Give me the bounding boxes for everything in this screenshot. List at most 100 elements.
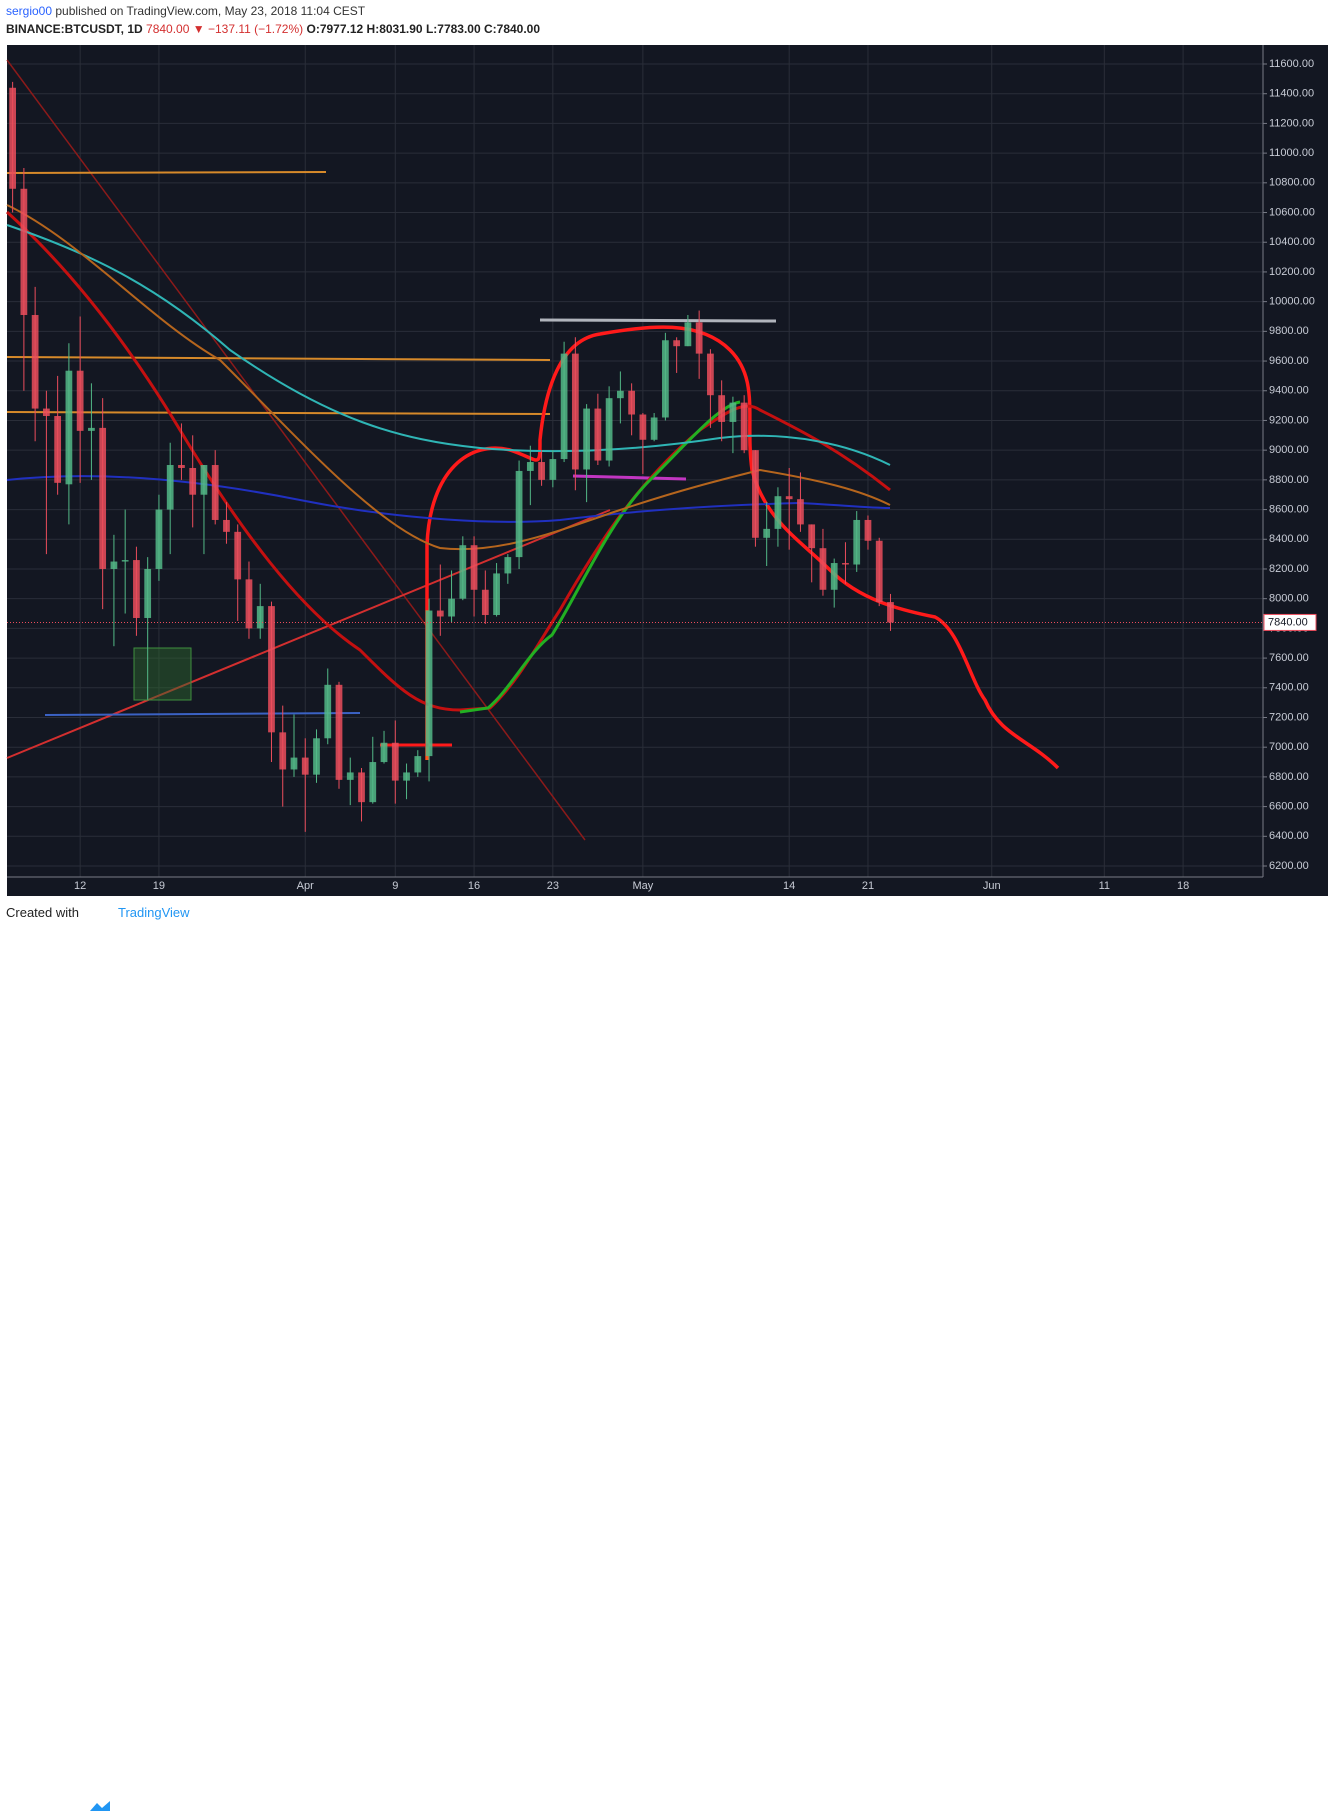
- candle-body: [436, 610, 444, 617]
- candle-body: [594, 408, 602, 461]
- level-line: [572, 474, 687, 481]
- x-tick-label: 19: [153, 880, 165, 892]
- y-tick-label: 9600.00: [1269, 355, 1309, 367]
- moving-average: [6, 224, 891, 466]
- moving-average: [459, 400, 741, 714]
- y-tick-label: 9200.00: [1269, 414, 1309, 426]
- candle-body: [268, 606, 275, 733]
- candle-body: [819, 548, 827, 590]
- author: sergio00: [6, 4, 53, 18]
- last-price-label: 7840.00: [1268, 616, 1308, 628]
- y-tick-label: 7000.00: [1269, 741, 1309, 753]
- x-tick-label: 18: [1177, 880, 1189, 892]
- x-tick-label: Jun: [983, 880, 1001, 892]
- change: ▼ −137.11 (−1.72%): [192, 22, 304, 36]
- y-tick-label: 10000.00: [1269, 296, 1315, 308]
- y-tick-label: 6800.00: [1269, 771, 1309, 783]
- axes: 6200.00 6400.00 6600.00 6800.00 7000.00 7200.…: [7, 45, 1317, 892]
- candle-body: [88, 427, 95, 431]
- candle-body: [121, 560, 129, 562]
- candle-body: [616, 390, 624, 399]
- candle-body: [549, 459, 557, 480]
- candle-body: [673, 340, 681, 347]
- level-line: [6, 356, 551, 361]
- y-tick-label: 11000.00: [1269, 147, 1314, 159]
- candle-body: [414, 756, 422, 773]
- published: published on TradingView.com, May 23, 20…: [55, 4, 366, 18]
- candle-body: [752, 450, 759, 538]
- candle-body: [335, 684, 343, 780]
- candle-body: [324, 684, 332, 739]
- candle-body: [864, 519, 872, 541]
- last-price-tag: [1263, 613, 1317, 631]
- candle-body: [470, 545, 478, 590]
- page: {"header": {"author": "sergio00", "publi…: [0, 4, 1328, 1811]
- candle-body: [459, 545, 467, 599]
- x-tick-label: 23: [547, 880, 559, 892]
- candle-body: [380, 742, 388, 763]
- candle-body: [178, 465, 185, 468]
- y-tick-label: 7600.00: [1269, 652, 1309, 664]
- candle-body: [313, 738, 320, 775]
- candle-body: [526, 462, 534, 471]
- level-line: [6, 171, 327, 174]
- candle-body: [425, 610, 433, 757]
- x-tick-label: May: [632, 880, 653, 892]
- candle-body: [639, 414, 647, 440]
- y-tick-label: 8600.00: [1269, 503, 1309, 515]
- candle-body: [403, 772, 410, 781]
- candle-body: [707, 353, 714, 396]
- candle-body: [31, 315, 39, 409]
- candle-body: [346, 772, 354, 780]
- grid: [7, 45, 1263, 877]
- time-axis-bg: [7, 877, 1328, 896]
- candle-body: [774, 496, 782, 529]
- candle-body: [279, 732, 287, 770]
- candle-body: [583, 408, 590, 470]
- candle-body: [729, 402, 737, 422]
- x-tick-label: 16: [468, 880, 480, 892]
- level-line: [6, 411, 551, 415]
- candle-body: [493, 573, 500, 616]
- y-tick-label: 8400.00: [1269, 533, 1309, 545]
- candle-body: [875, 540, 883, 603]
- created-with: Created with: [6, 905, 79, 920]
- candle-body: [155, 509, 163, 569]
- candle-body: [391, 742, 399, 781]
- y-tick-label: 9800.00: [1269, 325, 1309, 337]
- candle-body: [481, 589, 489, 616]
- candle-body: [166, 465, 174, 510]
- y-tick-label: 9400.00: [1269, 385, 1309, 397]
- candle-body: [110, 561, 118, 569]
- publish-line: sergio00 published on TradingView.com, M…: [6, 4, 365, 18]
- candle-body: [144, 568, 152, 618]
- open: O:7977.12: [306, 22, 364, 36]
- candle-body: [808, 524, 816, 549]
- candle-body: [763, 528, 771, 538]
- plot-bg: [7, 45, 1263, 877]
- candle-body: [830, 563, 838, 590]
- candle-body: [740, 402, 748, 451]
- y-tick-label: 8200.00: [1269, 563, 1309, 575]
- candle-body: [448, 598, 455, 617]
- candle-body: [54, 415, 62, 483]
- y-tick-label: 10800.00: [1269, 177, 1315, 189]
- y-tick-label: 11200.00: [1269, 117, 1314, 129]
- candle-body: [301, 757, 309, 775]
- y-tick-label: 10400.00: [1269, 236, 1315, 248]
- candle-body: [515, 470, 523, 558]
- x-tick-label: 14: [783, 880, 795, 892]
- candle-body: [290, 757, 298, 770]
- candle-body: [76, 370, 84, 431]
- candle-body: [43, 408, 50, 416]
- x-tick-label: 9: [392, 880, 398, 892]
- y-tick-label: 8800.00: [1269, 474, 1309, 486]
- footer: Created with TradingView: [0, 896, 1328, 1811]
- candle-body: [842, 563, 849, 565]
- candle-body: [369, 762, 377, 803]
- candle-body: [560, 353, 568, 460]
- candle-body: [256, 606, 264, 629]
- candle-body: [605, 398, 613, 461]
- y-tick-label: 7200.00: [1269, 711, 1309, 723]
- x-tick-label: 21: [862, 880, 874, 892]
